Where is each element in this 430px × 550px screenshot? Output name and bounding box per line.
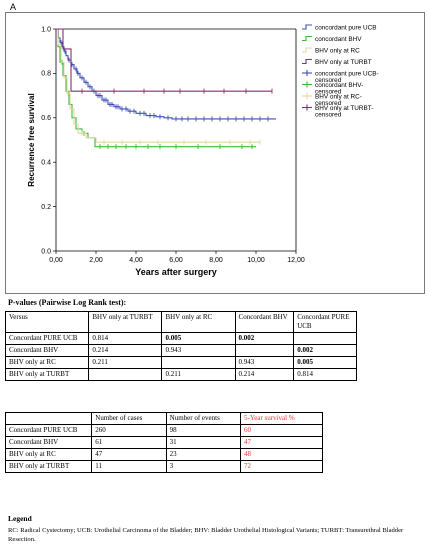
table-row: BHV only at TURBT 0.211 0.214 0.814 [4,368,357,381]
table-cell: 0.002 [234,332,295,345]
legend-line-swatch [302,58,312,65]
legend-line-swatch [302,24,312,30]
y-tick-label: 1.0 [41,26,51,33]
survival-chart: 0.0 0.2 0.4 0.6 0.8 1.0 0,00 2,00 4,00 6,00 8,00 10… [27,24,379,277]
table-cell: 0.211 [161,368,236,381]
y-tick-label: 0.2 [41,204,51,211]
legend-entry-label: BHV only at TURBT [315,59,372,66]
x-tick-label: 2,00 [89,257,103,264]
table-header-cell: Number of events [165,412,242,425]
table-header-cell: Concordant PURE UCB [293,311,357,333]
survival-curve [56,28,256,148]
table-row: Concordant BHV 61 31 47 [4,436,323,449]
legend-line-swatch [302,35,312,42]
table-cell [234,344,295,357]
table-cell: 31 [165,436,242,449]
legend-entry-label: BHV only at TURBT-censored [315,105,373,119]
table-header-cell: Concordant BHV [234,311,295,333]
y-tick-label: 0.8 [41,71,51,78]
table-cell: 0.214 [88,344,163,357]
table-cell: Concordant PURE UCB [4,424,93,437]
x-tick-label: 0,00 [49,257,63,264]
table-cell: 11 [91,460,167,473]
legend-line-swatch [302,47,312,53]
panel-letter: A [10,2,17,12]
table-cell: 23 [165,448,242,461]
x-tick-label: 8,00 [209,257,223,264]
table-cell: 0.214 [234,368,295,381]
y-axis-label: Recurrence free survival [27,93,36,186]
legend-entry-label: concordant BHV-censored [315,82,363,96]
table-cell: Concordant BHV [4,436,93,449]
table-cell: BHV only at TURBT [4,460,93,473]
table-cell: 0.005 [293,356,357,369]
table-cell [88,368,163,381]
survival-curve [56,28,276,120]
table-header-cell: BHV only at TURBT [88,311,163,333]
table-header-cell: Versus [4,311,90,333]
survival-curve [56,28,260,143]
pvalues-table: Versus BHV only at TURBT BHV only at RC … [4,311,357,381]
y-tick-label: 0.0 [41,248,51,255]
table-cell: BHV only at RC [4,356,90,369]
table-cell: 0.943 [234,356,295,369]
table-cell [161,356,236,369]
x-tick-label: 4,00 [129,257,143,264]
table-row: BHV only at RC 0.211 0.943 0.005 [4,356,357,369]
table-cell: 0.211 [88,356,163,369]
table-cell: 260 [91,424,167,437]
table-row: Concordant BHV 0.214 0.943 0.002 [4,344,357,357]
table-header-cell [4,412,93,425]
table-row: Concordant PURE UCB 0.814 0.005 0.002 [4,332,357,345]
table-cell: 0.814 [88,332,163,345]
table-cell: 60 [240,424,323,437]
table-row: BHV only at RC 47 23 48 [4,448,323,461]
pvalues-heading: P-values (Pairwise Log Rank test): [8,298,127,307]
table-header-cell: BHV only at RC [161,311,236,333]
legend-text: RC: Radical Cystectomy; UCB: Urothelial … [8,527,404,543]
x-axis-label: Years after surgery [135,267,217,277]
table-cell: BHV only at RC [4,448,93,461]
survival-curve [56,28,272,92]
legend-entry-label: concordant BHV [315,36,362,43]
table-cell: 0.943 [161,344,236,357]
chart-frame: 0.0 0.2 0.4 0.6 0.8 1.0 0,00 2,00 4,00 6,00 8,00 10… [5,12,425,294]
legend-entry-label: BHV only at RC-censored [315,93,362,107]
x-tick-label: 10,00 [247,257,265,264]
table-cell [293,332,357,345]
table-cell: 3 [165,460,242,473]
table-cell: 47 [91,448,167,461]
table-cell: Concordant BHV [4,344,90,357]
table-cell: BHV only at TURBT [4,368,90,381]
table-cell: Concordant PURE UCB [4,332,90,345]
table-cell: 61 [91,436,167,449]
table-header-row: Number of cases Number of events 5-Year … [4,412,323,425]
legend-entry-label: concordant pure UCB-censored [315,70,379,84]
x-tick-label: 12,00 [287,257,305,264]
table-header-cell: Number of cases [91,412,167,425]
table-cell: 72 [240,460,323,473]
legend-entry-label: concordant pure UCB [315,24,376,31]
table-cell: 47 [240,436,323,449]
x-tick-label: 6,00 [169,257,183,264]
table-row: BHV only at TURBT 11 3 72 [4,460,323,473]
table-cell: 0.814 [293,368,357,381]
table-header-row: Versus BHV only at TURBT BHV only at RC … [4,311,357,333]
survival-table: Number of cases Number of events 5-Year … [4,412,323,473]
legend-entry-label: BHV only at RC [315,47,360,54]
table-cell: 98 [165,424,242,437]
table-cell: 0.002 [293,344,357,357]
table-cell: 48 [240,448,323,461]
table-header-cell: 5-Year survival % [240,412,323,425]
y-tick-label: 0.4 [41,160,51,167]
table-cell: 0.005 [161,332,236,345]
y-tick-label: 0.6 [41,115,51,122]
legend-title: Legend [8,514,32,523]
table-row: Concordant PURE UCB 260 98 60 [4,424,323,437]
